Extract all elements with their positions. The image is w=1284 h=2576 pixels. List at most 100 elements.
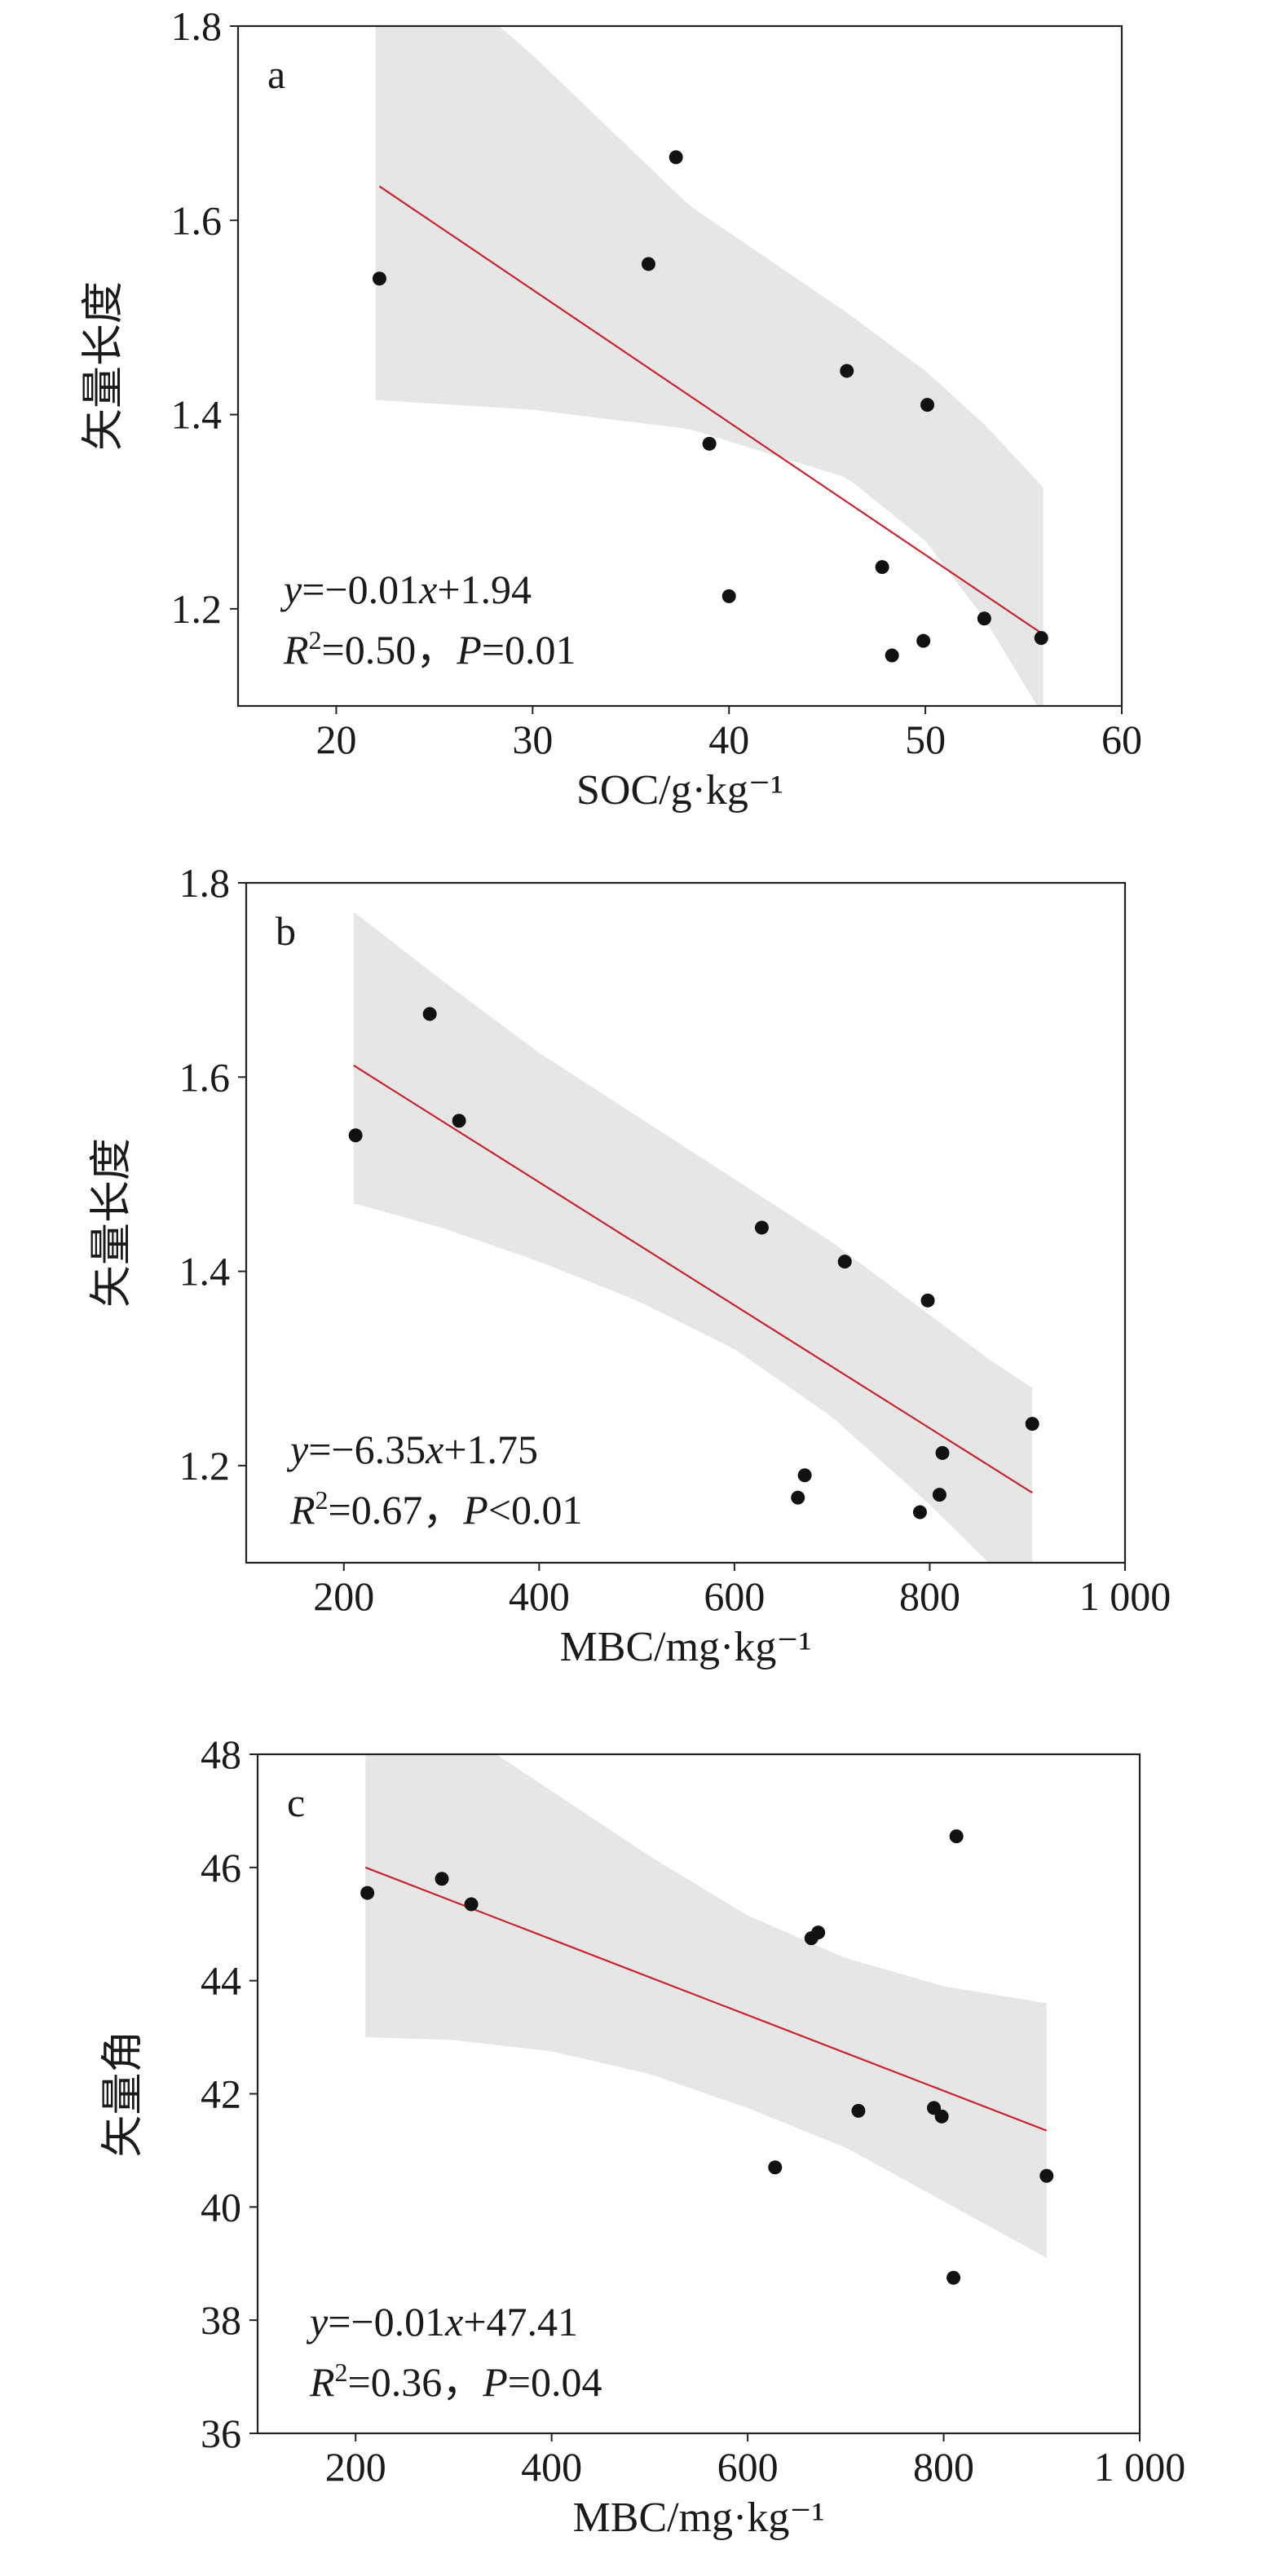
equation-segment: y xyxy=(280,567,302,612)
equation-segment: y xyxy=(286,1427,309,1472)
data-point xyxy=(641,257,655,271)
panel-letter: c xyxy=(287,1780,305,1825)
plot-frame xyxy=(236,24,1123,708)
regression-stats: R2=0.36，P=0.04 xyxy=(309,2358,602,2405)
equation-segment: x xyxy=(425,1427,443,1472)
y-tick-label: 1.2 xyxy=(171,586,223,632)
regression-line xyxy=(353,1065,1033,1494)
y-tick-label: 42 xyxy=(201,2071,241,2117)
data-point xyxy=(977,611,991,626)
equation-segment: R xyxy=(283,627,309,673)
data-point xyxy=(768,2160,783,2175)
x-axis-title: MBC/mg·kg⁻¹ xyxy=(573,2494,825,2541)
y-tick-label: 1.8 xyxy=(171,3,223,49)
data-point xyxy=(754,1220,769,1235)
y-tick-label: 1.6 xyxy=(179,1054,231,1100)
x-tick-label: 800 xyxy=(913,2444,974,2490)
superscript: 2 xyxy=(315,1485,329,1515)
x-tick-label: 200 xyxy=(325,2444,386,2490)
superscript: 2 xyxy=(335,2358,348,2387)
panel-letter: b xyxy=(276,908,296,954)
data-point xyxy=(360,1886,375,1900)
equation-segment: =0.04 xyxy=(508,2359,602,2405)
data-point xyxy=(885,648,899,663)
equation-segment: =−0.01 xyxy=(302,567,419,612)
x-axis-title: MBC/mg·kg⁻¹ xyxy=(560,1624,812,1670)
x-tick-label: 30 xyxy=(512,717,553,762)
data-point xyxy=(875,560,889,575)
equation-segment: =0.50， xyxy=(322,627,457,673)
y-tick-label: 38 xyxy=(201,2297,241,2343)
data-point xyxy=(452,1114,466,1128)
y-axis-title: 矢量角 xyxy=(100,2030,147,2157)
data-point xyxy=(668,150,683,165)
data-point xyxy=(946,2270,961,2285)
confidence-band xyxy=(365,1754,1047,2258)
data-point xyxy=(935,1445,950,1460)
equation-segment: =−6.35 xyxy=(308,1427,426,1472)
regression-stats: R2=0.67，P<0.01 xyxy=(289,1485,583,1533)
x-tick-label: 400 xyxy=(509,1573,570,1619)
data-point xyxy=(702,436,717,451)
regression-line xyxy=(364,1866,1048,2132)
x-tick-label: 200 xyxy=(313,1573,374,1619)
x-tick-label: 1 000 xyxy=(1094,2444,1186,2490)
x-tick-label: 1 000 xyxy=(1079,1573,1171,1619)
regression-equation: y=−0.01x+1.94 xyxy=(280,567,532,612)
data-point xyxy=(721,589,736,603)
superscript: 2 xyxy=(309,625,322,655)
data-point xyxy=(435,1872,449,1886)
data-point xyxy=(916,633,931,648)
equation-segment: =0.01 xyxy=(482,627,576,673)
confidence-band xyxy=(375,26,1044,706)
data-point xyxy=(934,2109,949,2124)
regression-equation: y=−6.35x+1.75 xyxy=(286,1427,538,1472)
equation-segment: =−0.01 xyxy=(328,2299,445,2344)
equation-segment: P xyxy=(462,1487,488,1533)
y-tick-label: 40 xyxy=(201,2184,241,2230)
y-tick-label: 1.8 xyxy=(179,860,231,906)
equation-segment: R xyxy=(309,2359,335,2405)
panel-c-mbc-vector-angle: 200 400 600 800 1 000 36 38 40 42 44 46 48 MBC/mg·kg… xyxy=(100,1731,1186,2541)
y-tick-label: 1.4 xyxy=(171,392,223,438)
x-tick-label: 60 xyxy=(1101,717,1142,762)
equation-segment: x xyxy=(418,567,437,612)
data-point xyxy=(920,398,935,412)
x-tick-label: 50 xyxy=(905,717,946,762)
equation-segment: y xyxy=(306,2299,329,2344)
y-tick-label: 36 xyxy=(201,2411,241,2456)
data-point xyxy=(840,364,854,378)
equation-segment: =0.67， xyxy=(329,1487,464,1533)
data-point xyxy=(1039,2168,1054,2183)
regression-equation: y=−0.01x+47.41 xyxy=(306,2299,578,2344)
panel-letter: a xyxy=(267,51,285,97)
y-tick-label: 1.6 xyxy=(171,197,223,243)
data-point xyxy=(348,1128,363,1143)
equation-segment: P xyxy=(482,2359,508,2405)
data-point xyxy=(1025,1417,1039,1431)
x-axis-title: SOC/g·kg⁻¹ xyxy=(576,767,783,814)
data-point xyxy=(912,1505,927,1520)
confidence-band xyxy=(353,911,1033,1563)
equation-segment: +47.41 xyxy=(463,2299,578,2344)
x-tick-label: 600 xyxy=(717,2444,779,2490)
equation-segment: x xyxy=(444,2299,463,2344)
y-tick-label: 44 xyxy=(201,1958,241,2004)
data-point xyxy=(791,1490,805,1505)
y-tick-label: 1.2 xyxy=(179,1443,231,1489)
data-point xyxy=(932,1488,946,1502)
x-tick-label: 400 xyxy=(521,2444,582,2490)
y-tick-label: 46 xyxy=(201,1845,241,1890)
regression-line xyxy=(378,185,1042,634)
data-point xyxy=(372,271,386,286)
panel-a-soc-vector-length: 20 30 40 50 60 1.2 1.4 1.6 1.8 SOC/g·kg⁻¹ 矢量长度 a y=−… xyxy=(81,3,1142,814)
data-point xyxy=(851,2103,866,2118)
panel-b-mbc-vector-length: 200 400 600 800 1 000 1.2 1.4 1.6 1.8 MBC/mg·kg⁻¹… xyxy=(89,860,1171,1670)
data-point xyxy=(422,1007,437,1021)
data-point xyxy=(920,1293,935,1308)
x-tick-label: 600 xyxy=(704,1573,765,1619)
equation-segment: +1.75 xyxy=(443,1427,538,1472)
data-point xyxy=(1034,631,1048,646)
y-axis-title: 矢量长度 xyxy=(81,281,127,451)
